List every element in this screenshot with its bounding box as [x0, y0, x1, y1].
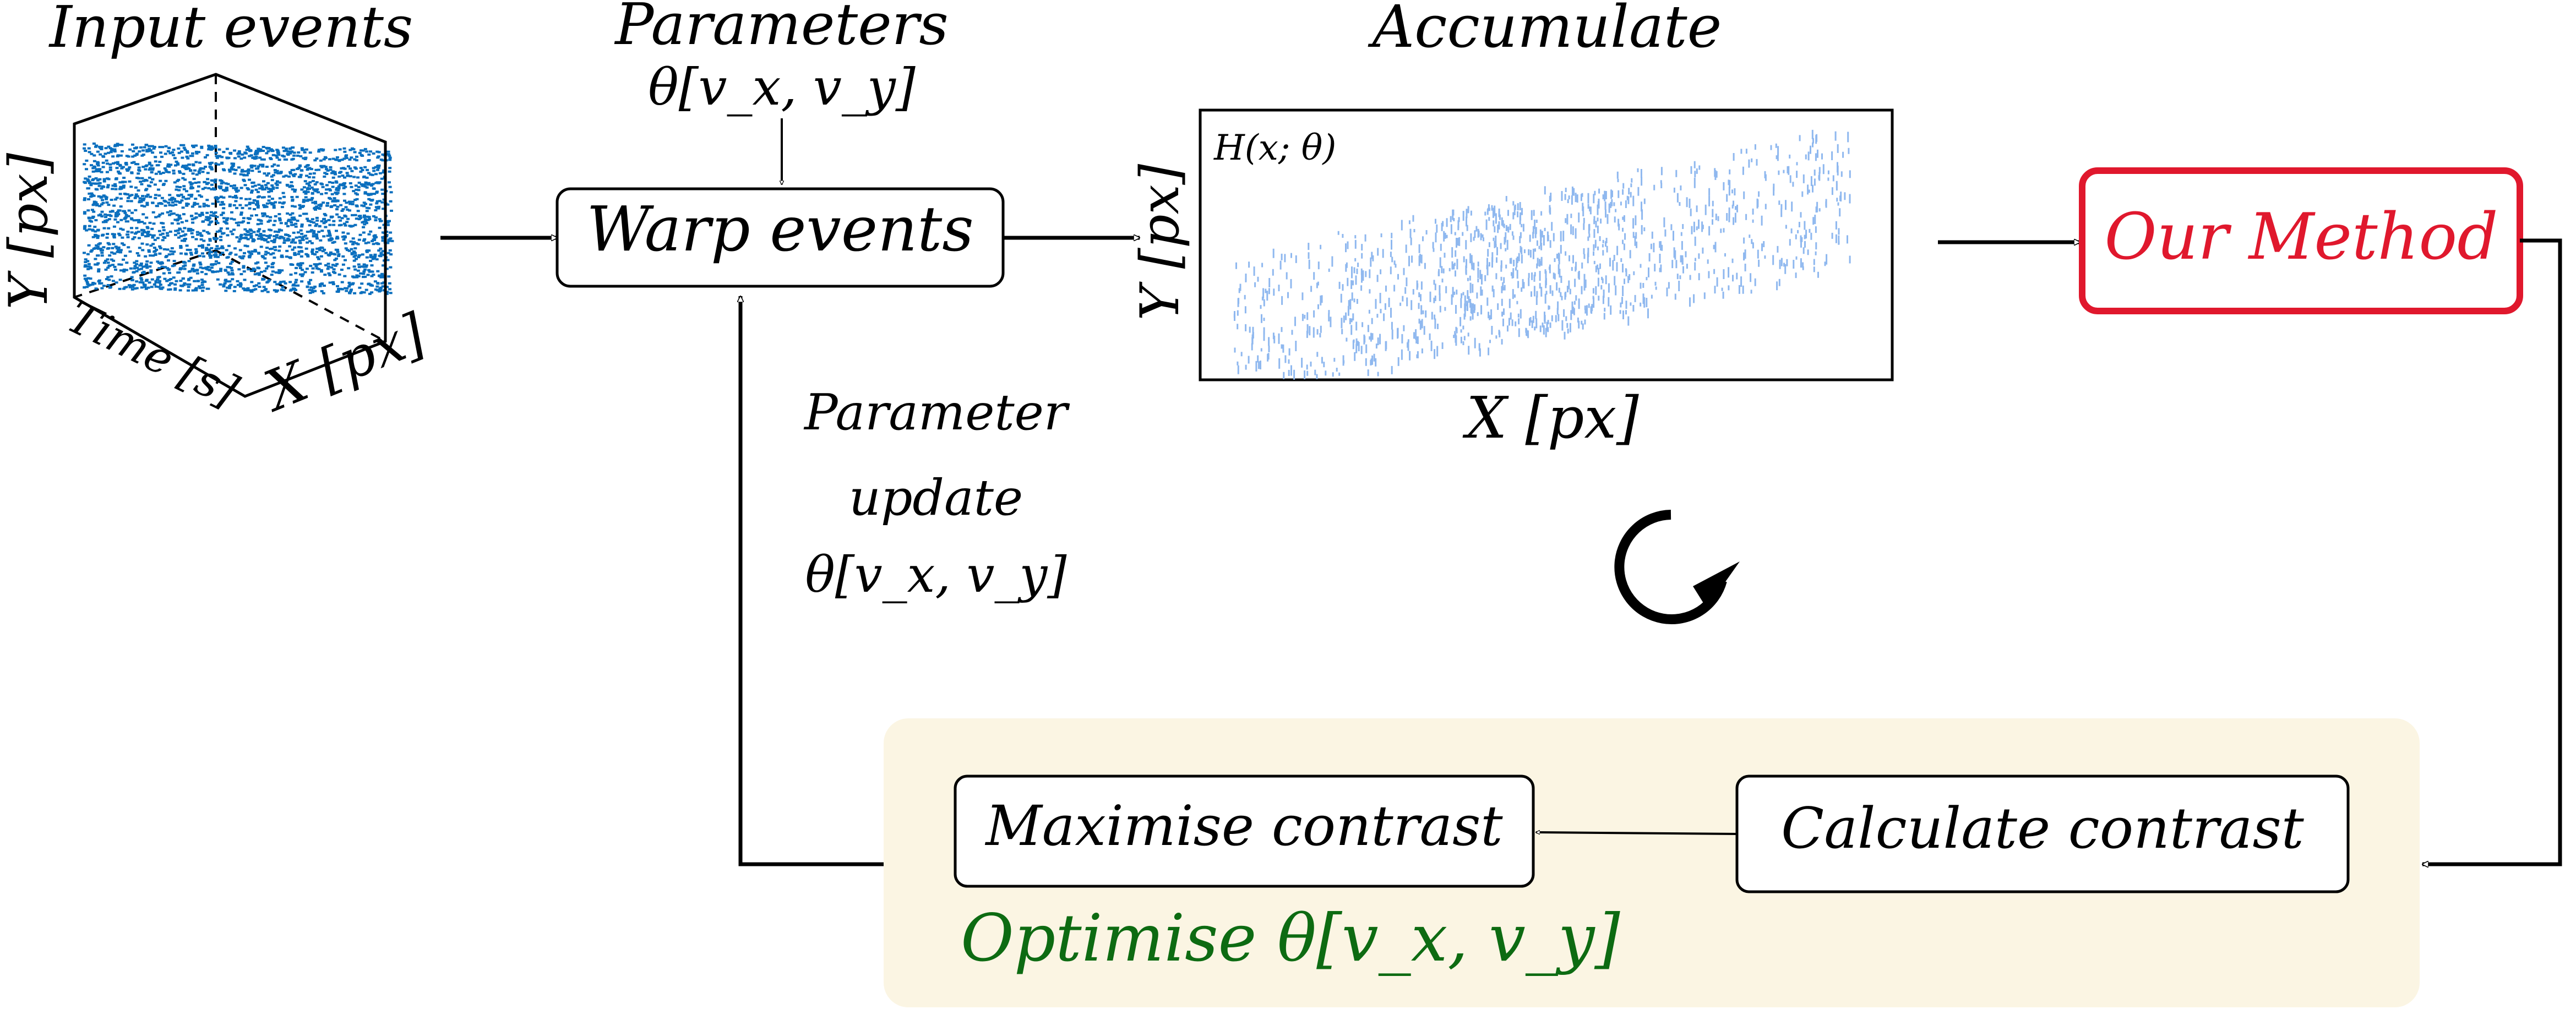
histogram-image [1233, 129, 1851, 380]
parameter-update-line1: Parameter [803, 384, 1070, 441]
cube-outline [73, 73, 387, 398]
our-method-label: Our Method [2105, 200, 2498, 274]
histogram-panel: H(x; θ) [1199, 108, 1894, 381]
event-scatter [83, 142, 394, 295]
cube-time-axis-label: Time [s] [59, 291, 246, 417]
maximise-contrast-box: Maximise contrast [954, 775, 1535, 888]
arrow-calculate-to-maximise [1536, 832, 1738, 835]
parameter-update-line2: update [849, 469, 1023, 527]
rotate-cw-icon [1614, 510, 1740, 624]
accumulate-y-axis-label: Y [px] [1129, 163, 1191, 320]
arrow-method-to-calculate [2422, 238, 2562, 864]
accumulate-x-axis-label: X [px] [1462, 384, 1639, 451]
parameters-title: Parameters [614, 0, 949, 58]
accumulate-title: Accumulate [1368, 0, 1722, 61]
arrow-maximise-to-warp [740, 296, 884, 866]
calculate-contrast-label: Calculate contrast [1781, 796, 2305, 861]
histogram-label: H(x; θ) [1213, 128, 1336, 168]
calculate-contrast-box: Calculate contrast [1735, 775, 2350, 893]
optimise-label: Optimise θ[v_x, v_y] [961, 900, 1621, 976]
warp-events-label: Warp events [586, 194, 973, 265]
input-events-cube: Input events Y [px] Time [s] X [px] [0, 0, 435, 424]
cube-y-axis-label: Y [px] [0, 152, 59, 309]
parameter-update-label: Parameter update θ[v_x, v_y] [803, 384, 1070, 604]
input-events-title: Input events [48, 0, 413, 61]
optimise-panel: Maximise contrast Calculate contrast Opt… [884, 718, 2420, 1007]
warp-events-box: Warp events [555, 187, 1005, 288]
maximise-contrast-label: Maximise contrast [984, 794, 1503, 858]
parameters-theta: θ[v_x, v_y] [648, 58, 916, 117]
parameter-update-line3: θ[v_x, v_y] [805, 546, 1068, 604]
our-method-box: Our Method [2079, 167, 2523, 314]
